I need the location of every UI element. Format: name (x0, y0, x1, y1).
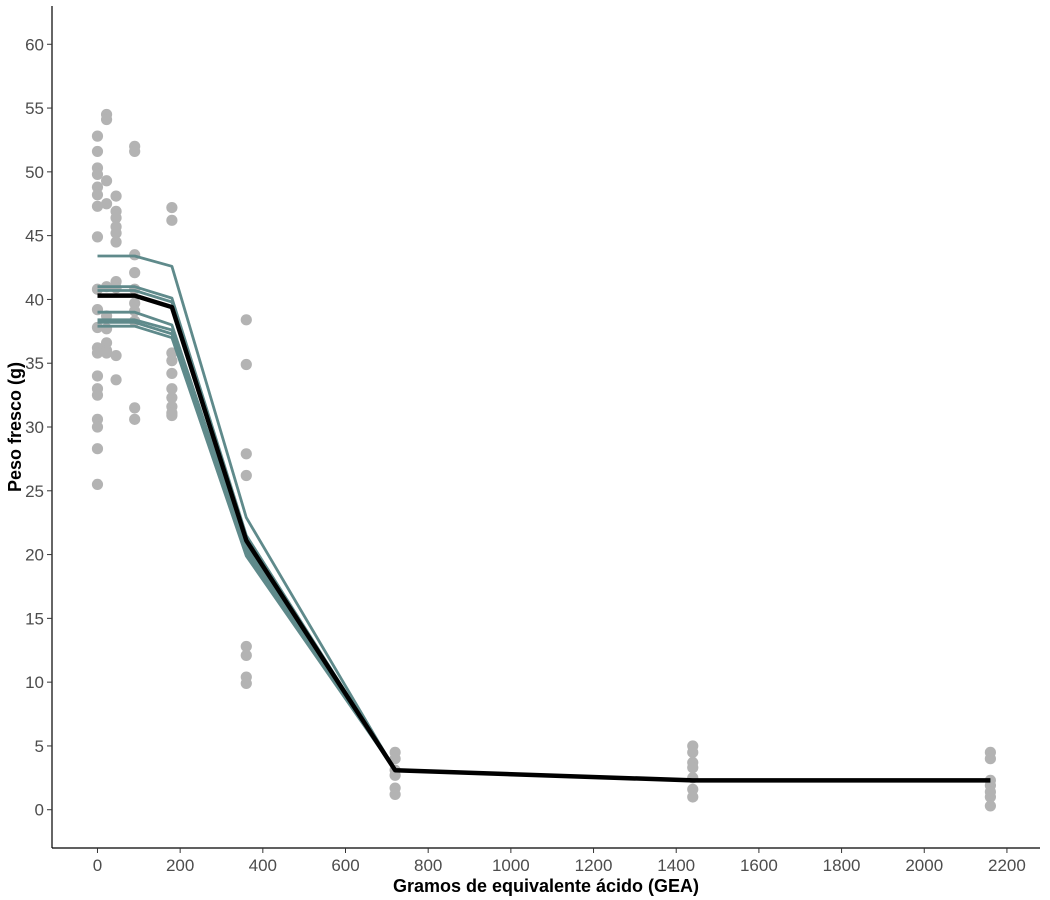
data-point (91, 443, 104, 455)
replicate-line (97, 320, 991, 782)
replicate-lines (97, 254, 991, 782)
x-tick-label: 600 (331, 856, 359, 875)
replicate-line (97, 254, 991, 782)
axis-ticks: 0 200 400 600 800 1000 1200 1400 1600 1800 2000 220… (25, 35, 1026, 875)
replicate-line (97, 289, 991, 782)
y-tick-label: 55 (25, 99, 44, 118)
data-point (687, 762, 699, 774)
data-point (91, 421, 104, 433)
data-point (100, 337, 113, 349)
y-tick-label: 15 (25, 609, 44, 628)
data-point (100, 347, 113, 359)
x-tick-label: 0 (93, 856, 102, 875)
data-point (166, 392, 178, 404)
y-tick-label: 25 (25, 482, 44, 501)
x-axis-title: Gramos de equivalente ácido (GEA) (393, 876, 699, 896)
data-point (100, 175, 113, 187)
data-point (129, 413, 141, 425)
data-point (166, 367, 178, 380)
y-tick-label: 50 (25, 163, 44, 182)
replicate-line (97, 310, 991, 782)
data-point (687, 783, 699, 795)
x-tick-label: 1800 (823, 856, 861, 875)
x-tick-label: 2000 (905, 856, 943, 875)
x-tick-label: 1600 (740, 856, 778, 875)
data-point (91, 189, 104, 201)
y-tick-label: 20 (25, 546, 44, 565)
data-point (129, 145, 141, 158)
x-tick-label: 800 (414, 856, 442, 875)
data-point (240, 677, 252, 690)
mean-line-group (97, 293, 991, 783)
data-point (687, 791, 699, 803)
data-point (389, 753, 401, 765)
replicate-line (97, 324, 991, 782)
data-point (110, 236, 122, 248)
y-axis-title: Peso fresco (g) (5, 362, 25, 492)
data-point (166, 214, 178, 226)
data-point (129, 402, 141, 414)
data-point (129, 267, 141, 279)
y-tick-label: 60 (25, 35, 44, 54)
x-tick-label: 1400 (657, 856, 695, 875)
data-point (91, 231, 104, 243)
data-point (389, 788, 401, 801)
data-point (129, 297, 141, 309)
y-tick-label: 40 (25, 290, 44, 309)
data-point (166, 347, 178, 359)
data-point (91, 413, 104, 425)
replicate-line (97, 318, 991, 782)
data-point (91, 321, 104, 334)
replicate-line (97, 285, 991, 782)
x-tick-label: 200 (166, 856, 194, 875)
y-tick-label: 35 (25, 354, 44, 373)
data-point (110, 349, 122, 362)
data-point (110, 374, 122, 386)
data-point (984, 800, 996, 812)
x-tick-label: 2200 (988, 856, 1026, 875)
data-point (91, 478, 104, 491)
data-point (984, 753, 996, 765)
data-point (240, 358, 252, 371)
y-tick-label: 5 (35, 737, 44, 756)
data-point (91, 130, 104, 142)
data-point (100, 198, 113, 210)
x-tick-label: 400 (249, 856, 277, 875)
data-point (240, 469, 252, 482)
x-tick-label: 1200 (575, 856, 613, 875)
data-point (91, 200, 104, 212)
data-point (984, 791, 996, 803)
data-point (91, 347, 104, 359)
data-point (240, 448, 252, 460)
data-point (91, 145, 104, 158)
mean-line (97, 293, 991, 783)
data-point (166, 383, 178, 395)
data-point (91, 181, 104, 193)
data-point (91, 370, 104, 382)
data-point (110, 212, 122, 224)
data-point (91, 168, 104, 180)
data-point (240, 314, 252, 326)
data-point (110, 227, 122, 239)
data-point (100, 113, 113, 126)
data-point (687, 746, 699, 758)
axes (51, 6, 1040, 849)
y-tick-label: 45 (25, 227, 44, 246)
data-point (240, 640, 252, 653)
data-point (110, 190, 122, 202)
data-point (166, 201, 178, 214)
y-tick-label: 10 (25, 673, 44, 692)
data-point (91, 389, 104, 401)
data-point (166, 355, 178, 367)
data-point (166, 409, 178, 422)
y-tick-label: 30 (25, 418, 44, 437)
data-points (91, 108, 996, 812)
data-point (240, 649, 252, 661)
x-tick-label: 1000 (492, 856, 530, 875)
y-tick-label: 0 (35, 801, 44, 820)
